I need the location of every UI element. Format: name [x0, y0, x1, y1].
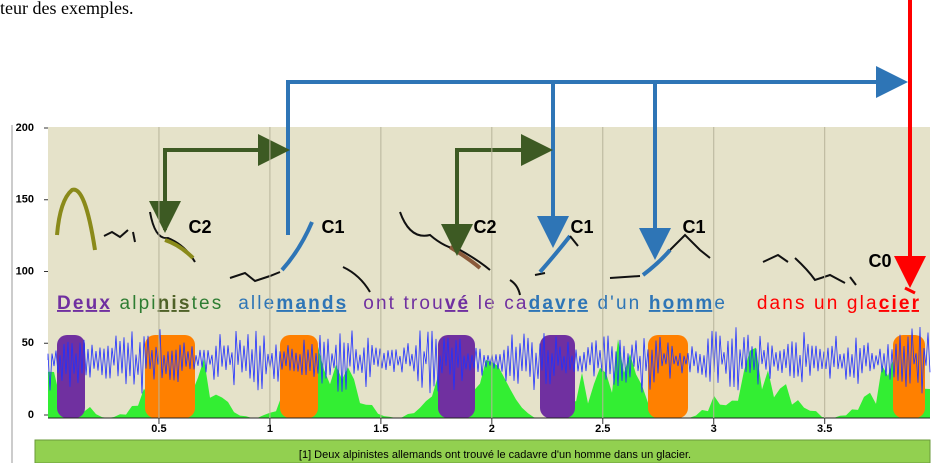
contour-label: C2	[473, 217, 496, 237]
syllable-block	[648, 335, 688, 418]
sentence-segment: tes	[192, 293, 236, 314]
contour-label: C1	[682, 217, 705, 237]
sentence-segment: homm	[649, 293, 712, 314]
waveform	[47, 326, 931, 418]
sentence-segment: le ca	[470, 293, 527, 314]
x-tick-label: 2.5	[595, 423, 610, 435]
x-tick-label: 3	[711, 423, 717, 435]
sentence-segment: mands	[276, 293, 346, 314]
sentence-segment: dans un gla	[757, 293, 877, 314]
contour-label: C0	[868, 251, 891, 271]
caption: teur des exemples.	[0, 0, 133, 18]
sentence-segment: alpi	[112, 293, 155, 314]
contour-label: C1	[570, 217, 593, 237]
y-tick-label: 200	[16, 122, 34, 134]
sentence: Deux alpi nis tes alle mands ont trou vé le …	[57, 293, 920, 314]
sentence-segment: davre	[529, 293, 588, 314]
sentence-segment: d'un	[590, 293, 647, 314]
x-tick-label: 0.5	[151, 423, 166, 435]
waveform-signal	[47, 326, 931, 394]
syllable-block	[540, 335, 575, 418]
x-tick-label: 1	[267, 423, 273, 435]
transcript: [1] Deux alpinistes allemands ont trouvé…	[299, 449, 691, 461]
x-tick-label: 2	[489, 423, 495, 435]
waveform-envelope	[48, 339, 930, 418]
syllable-block	[438, 335, 475, 418]
arrows	[149, 0, 926, 288]
contour-label: C2	[188, 217, 211, 237]
x-tick-label: 3.5	[817, 423, 832, 435]
y-tick-label: 100	[16, 265, 34, 277]
sentence-segment: e	[714, 293, 754, 314]
x-tick-label: 1.5	[373, 423, 388, 435]
contour-label: C1	[321, 217, 344, 237]
syllable-block	[57, 335, 85, 418]
sentence-segment: ont trou	[348, 293, 442, 314]
y-tick-label: 150	[16, 194, 34, 206]
y-tick-label: 0	[28, 409, 34, 421]
sentence-segment: nis	[158, 293, 190, 314]
sentence-segment: cier	[879, 293, 920, 314]
y-tick-label: 50	[22, 337, 34, 349]
